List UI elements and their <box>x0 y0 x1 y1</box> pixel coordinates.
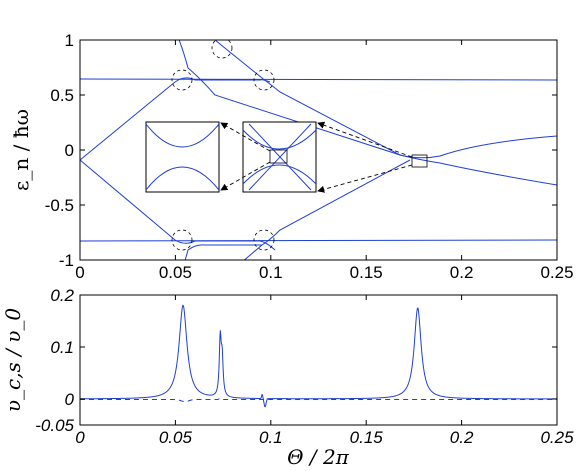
bottom-panel: 0 0.05 0.1 0.15 0.2 0.250.20.10-0.05 υ_c,s / … <box>1 286 574 469</box>
x-tick-label: 0.15 <box>350 428 384 447</box>
x-tick-label: 0 <box>75 428 85 447</box>
bottom-ylabel: υ_c,s / υ_0 <box>1 308 25 413</box>
band-steep-c <box>184 159 411 260</box>
inset-inner <box>145 121 220 193</box>
y-tick-label: 0 <box>65 390 75 409</box>
bottom-curves <box>80 304 557 408</box>
zoom-box-small <box>411 154 428 168</box>
y-tick-label: -0.05 <box>35 416 74 435</box>
band-lower-flat <box>80 239 557 242</box>
x-tick-label: 0.25 <box>540 428 574 447</box>
crossing-circle <box>171 229 193 251</box>
band-diamond-down <box>80 159 276 251</box>
inset-inner-marker <box>269 149 288 164</box>
y-tick-label: 1 <box>65 31 74 50</box>
band-steep-b <box>214 40 557 159</box>
top-ticks: 0 0.05 0.1 0.15 0.2 0.25 1 0.5 0 -0.5 -1 <box>45 31 574 282</box>
y-tick-label: 0.2 <box>50 286 74 305</box>
y-tick-label: 0 <box>65 141 74 160</box>
x-tick-label: 0.05 <box>159 263 192 282</box>
y-tick-label: 0.5 <box>50 86 74 105</box>
x-tick-label: 0.2 <box>450 428 474 447</box>
y-tick-label: 0.1 <box>50 338 74 357</box>
x-tick-label: 0 <box>75 263 84 282</box>
series-solid <box>80 304 557 408</box>
top-ylabel: ε_n / ħω <box>9 109 33 191</box>
band-steep-a <box>178 40 557 186</box>
bottom-ticks: 0 0.05 0.1 0.15 0.2 0.250.20.10-0.05 <box>35 286 574 447</box>
x-tick-label: 0.1 <box>259 428 283 447</box>
crossing-circle <box>211 40 233 59</box>
y-tick-label: -0.5 <box>45 196 74 215</box>
inset-outer <box>242 121 317 193</box>
bottom-axes-frame <box>79 294 558 426</box>
bottom-xlabel: Θ / 2π <box>287 445 350 469</box>
crossing-circle <box>253 229 275 251</box>
band-steep-d <box>243 244 263 260</box>
band-upper-flat <box>80 78 557 81</box>
x-tick-label: 0.1 <box>259 263 283 282</box>
x-tick-label: 0.25 <box>540 263 573 282</box>
crossing-circle <box>253 69 275 91</box>
top-panel: 0 0.05 0.1 0.15 0.2 0.25 1 0.5 0 -0.5 -1 ε_n / ħω <box>9 31 574 282</box>
x-tick-label: 0.05 <box>159 428 193 447</box>
crossing-circle <box>171 69 193 91</box>
x-tick-label: 0.2 <box>450 263 474 282</box>
top-curves <box>80 40 557 260</box>
series-dashed <box>80 398 557 403</box>
x-tick-label: 0.15 <box>350 263 383 282</box>
inset-arrows <box>220 121 413 193</box>
y-tick-label: -1 <box>59 251 74 270</box>
